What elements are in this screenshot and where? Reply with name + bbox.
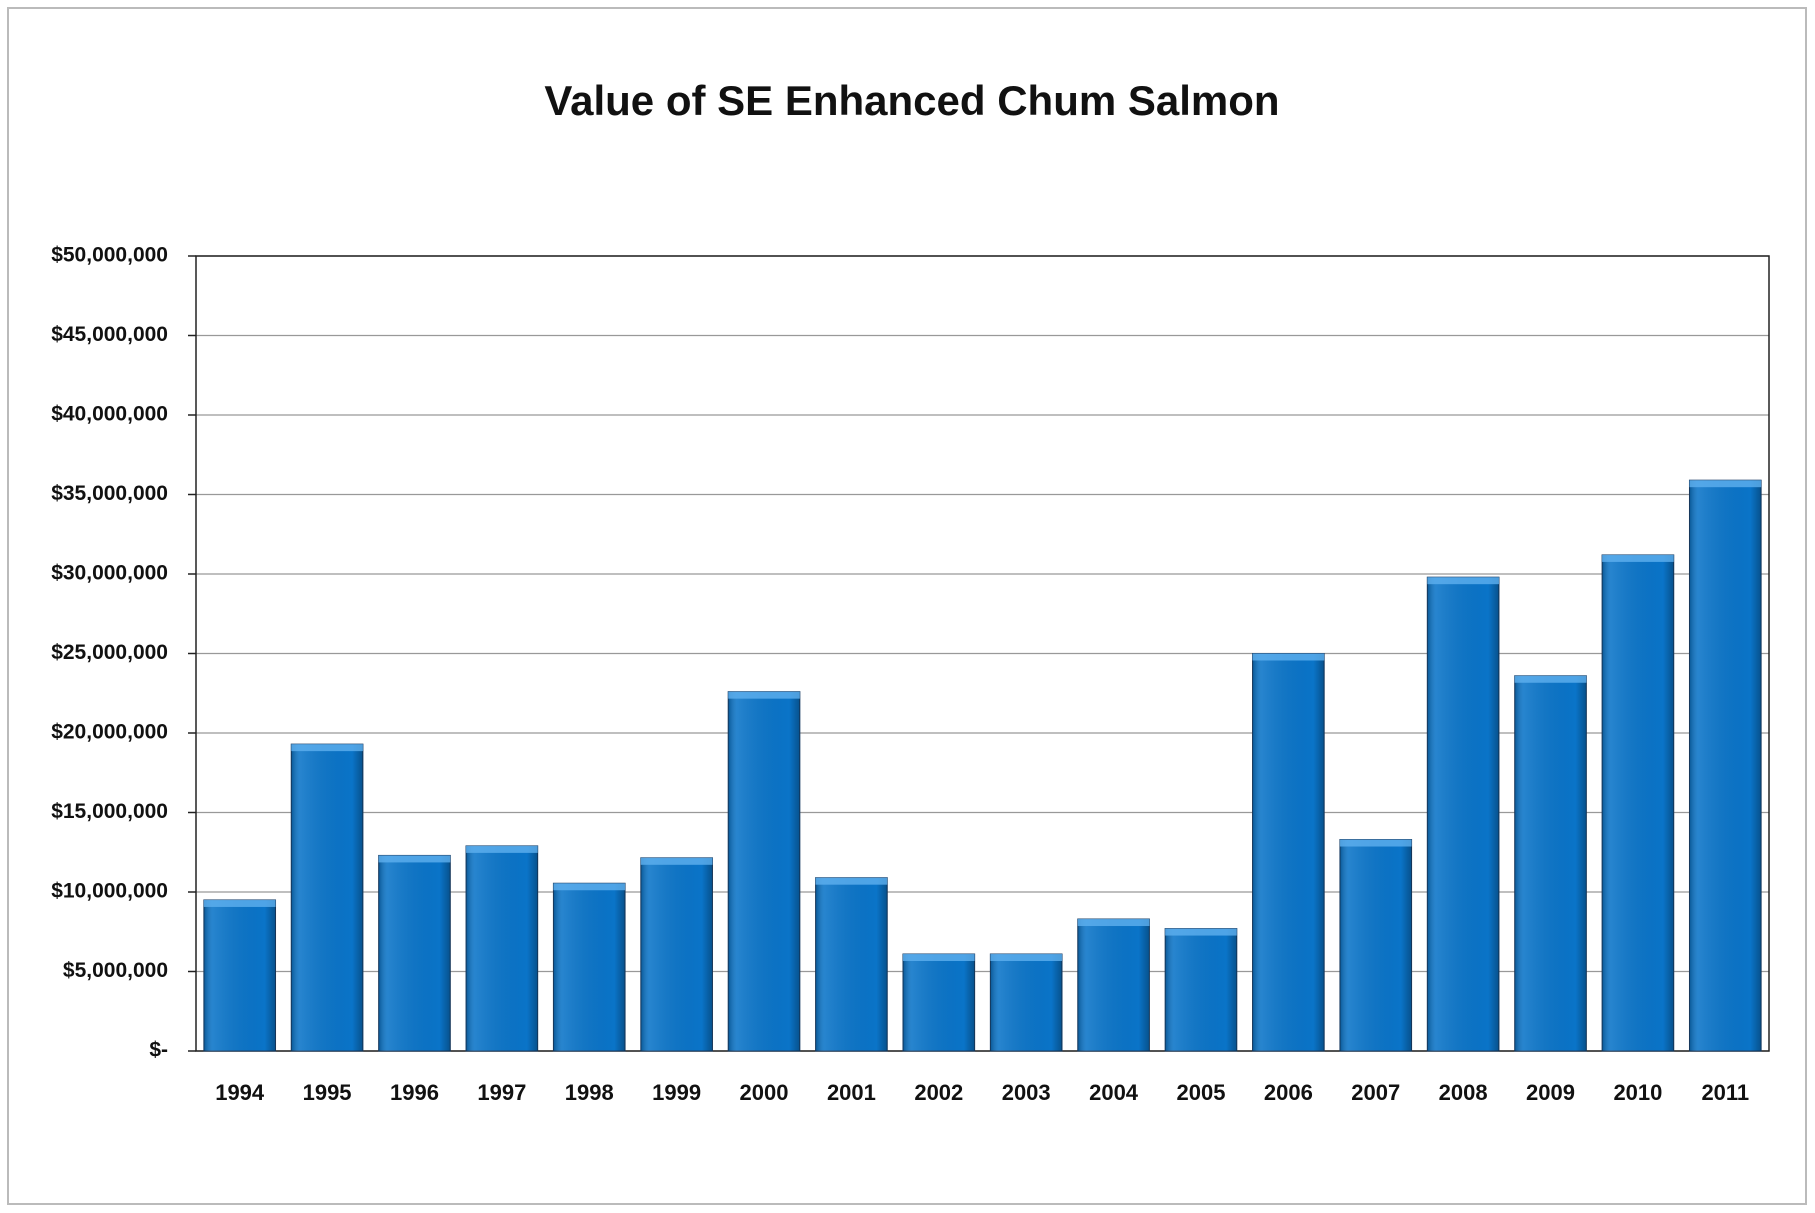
x-tick-label: 2003 [1002,1080,1051,1105]
y-tick-label: $35,000,000 [51,482,168,505]
x-tick-label: 1994 [215,1080,265,1105]
x-tick-label: 2001 [827,1080,876,1105]
bar-cap [1252,653,1325,661]
bar-cap [1077,919,1150,927]
bar-cap [1165,928,1237,936]
y-tick-label: $25,000,000 [51,641,168,664]
y-tick-label: $50,000,000 [51,244,168,267]
x-tick-label: 1999 [652,1080,701,1105]
y-tick-label: $40,000,000 [51,403,168,426]
bar-shade [203,899,276,1051]
bar-shade [466,845,538,1051]
x-tick-label: 1995 [303,1080,352,1105]
x-tick-label: 2010 [1613,1080,1662,1105]
bar-shade [553,883,626,1051]
bar-shade [291,744,363,1051]
y-tick-label: $45,000,000 [51,323,168,346]
chart-title: Value of SE Enhanced Chum Salmon [544,77,1279,124]
bar-shade [990,954,1063,1051]
y-tick-label: $- [149,1039,168,1062]
bar-cap [378,855,451,863]
bar-shade [1514,675,1587,1051]
bar-cap [553,883,626,891]
bar-shade [1602,554,1674,1051]
x-tick-label: 1997 [477,1080,526,1105]
bar-cap [1339,839,1412,847]
bar-shade [1427,577,1499,1051]
bar-shade [1165,928,1237,1051]
bar-shade [815,877,888,1051]
x-tick-label: 1998 [565,1080,614,1105]
bar-cap [1689,480,1762,488]
bar-shade [728,691,800,1051]
y-tick-label: $10,000,000 [51,880,168,903]
y-tick-label: $20,000,000 [51,721,168,744]
bar-shade [1689,480,1762,1051]
x-tick-label: 2008 [1439,1080,1488,1105]
x-tick-label: 2000 [740,1080,789,1105]
y-tick-label: $30,000,000 [51,562,168,585]
x-tick-label: 2009 [1526,1080,1575,1105]
bar-cap [1514,675,1587,683]
plot-frame [195,255,1770,1052]
x-tick-label: 2005 [1176,1080,1225,1105]
bar-cap [291,744,363,752]
bar-cap [203,899,276,907]
x-tick-label: 2011 [1701,1080,1749,1105]
bar-cap [728,691,800,699]
bar-cap [902,954,975,962]
x-tick-label: 1996 [390,1080,439,1105]
bar-cap [640,857,713,865]
bar-shade [1077,919,1150,1051]
bar-cap [466,845,538,853]
bar-shade [1252,653,1325,1051]
x-tick-label: 2004 [1089,1080,1139,1105]
bar-shade [902,954,975,1051]
x-tick-label: 2007 [1351,1080,1400,1105]
x-tick-label: 2002 [914,1080,963,1105]
bar-shade [640,857,713,1051]
bar-cap [815,877,888,885]
bar-cap [990,954,1063,962]
y-tick-label: $5,000,000 [63,959,168,982]
y-tick-label: $15,000,000 [51,800,168,823]
bar-shade [1339,839,1412,1051]
bar-cap [1602,554,1674,562]
bar-cap [1427,577,1499,585]
x-tick-label: 2006 [1264,1080,1313,1105]
bar-shade [378,855,451,1051]
